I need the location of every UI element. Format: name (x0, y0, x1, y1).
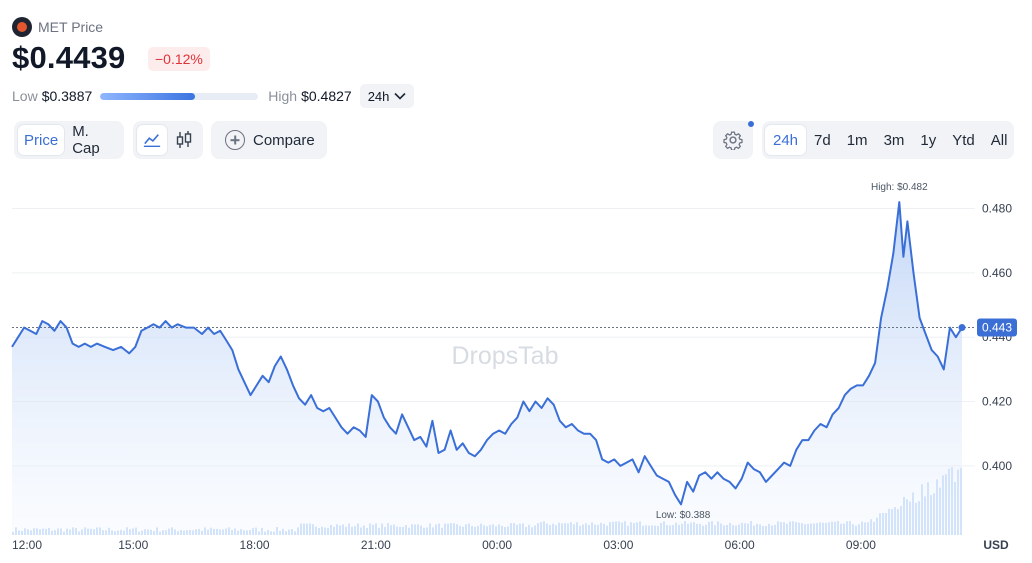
x-tick-label: 09:00 (846, 538, 876, 552)
timeframe-1m[interactable]: 1m (846, 131, 868, 149)
price-range: Low $0.3887 High $0.4827 24h (12, 84, 415, 108)
range-bar-fill (100, 92, 196, 100)
y-tick-label: 0.480 (982, 202, 1012, 216)
timeframe-ytd[interactable]: Ytd (952, 131, 975, 149)
timeframe-7d[interactable]: 7d (814, 131, 831, 149)
chart-header: MET Price (12, 17, 103, 37)
gear-icon (723, 131, 743, 150)
met-coin-icon (12, 17, 32, 37)
current-price-tag-text: 0.443 (982, 321, 1012, 335)
line-chart-button[interactable] (137, 125, 167, 155)
current-price-dot (958, 324, 966, 332)
chevron-down-icon (394, 92, 406, 100)
timeframe-all[interactable]: All (990, 131, 1008, 149)
x-tick-label: 12:00 (12, 538, 42, 552)
compare-button[interactable]: Compare (215, 125, 325, 155)
line-chart-icon (143, 134, 161, 148)
high-value: $0.4827 (301, 88, 352, 104)
page-title: MET Price (38, 19, 104, 35)
timeframe-3m[interactable]: 3m (883, 131, 905, 149)
low-annotation: Low: $0.388 (656, 510, 711, 521)
timeframe-24h[interactable]: 24h (765, 125, 807, 155)
period-dropdown[interactable]: 24h (359, 84, 415, 108)
price-change-badge: −0.12% (148, 47, 210, 71)
chart-watermark: DropsTab (452, 342, 559, 370)
settings-indicator-dot (748, 121, 754, 127)
settings-button[interactable] (713, 121, 753, 159)
timeframe-1y[interactable]: 1y (920, 131, 937, 149)
low-label: Low (12, 88, 38, 104)
low-value: $0.3887 (41, 88, 93, 104)
high-label: High (268, 88, 298, 104)
x-tick-label: 06:00 (725, 538, 755, 552)
current-price-label: 0.443 (977, 318, 1017, 337)
price-area (12, 202, 962, 535)
y-tick-label: 0.460 (982, 266, 1012, 280)
x-tick-label: 18:00 (240, 538, 270, 552)
tab-price[interactable]: Price (18, 125, 65, 155)
metric-toggle: Price M. Cap (14, 121, 124, 159)
x-tick-label: 15:00 (118, 538, 148, 552)
candlestick-button[interactable] (169, 125, 199, 155)
current-price: $0.4439 (12, 40, 126, 75)
x-tick-label: 00:00 (482, 538, 512, 552)
y-tick-label: 0.420 (982, 395, 1012, 409)
timeframe-selector: 24h 7d 1m 3m 1y Ytd All (762, 121, 1014, 159)
current-price-tag (977, 318, 1017, 337)
high-annotation: High: $0.482 (871, 182, 928, 193)
x-tick-label: 03:00 (603, 538, 633, 552)
chart-type-toggle (133, 121, 203, 159)
currency-label: USD (983, 538, 1009, 552)
range-bar (100, 92, 259, 100)
compare-group: Compare (211, 121, 327, 159)
compare-label: Compare (253, 131, 315, 149)
price-line (11, 201, 963, 506)
x-tick-label: 21:00 (361, 538, 391, 552)
y-tick-label: 0.400 (982, 459, 1012, 473)
candlestick-icon (176, 131, 192, 148)
period-dropdown-label: 24h (367, 88, 390, 104)
tab-market-cap[interactable]: M. Cap (72, 123, 100, 157)
x-axis: 12:00 15:00 18:00 21:00 00:00 03:00 06:00 09:00 (12, 538, 876, 552)
plus-circle-icon (225, 130, 245, 150)
